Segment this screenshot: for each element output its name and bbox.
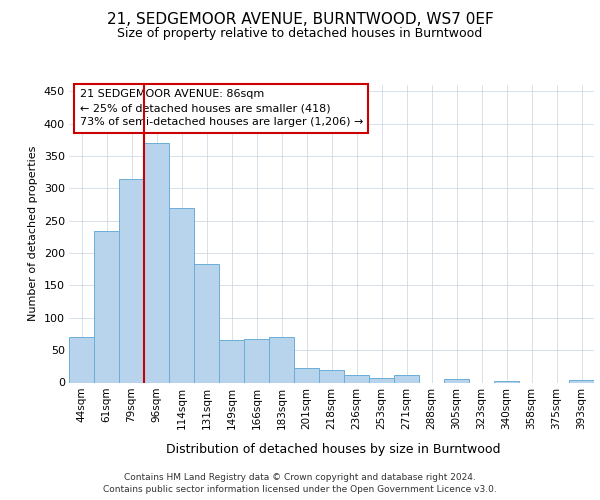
Text: 21, SEDGEMOOR AVENUE, BURNTWOOD, WS7 0EF: 21, SEDGEMOOR AVENUE, BURNTWOOD, WS7 0EF [107, 12, 493, 28]
Bar [394, 374, 419, 382]
Bar [219, 340, 244, 382]
Bar [144, 143, 169, 382]
Bar [69, 337, 94, 382]
Bar [319, 370, 344, 382]
Text: Size of property relative to detached houses in Burntwood: Size of property relative to detached ho… [118, 28, 482, 40]
Bar [94, 230, 119, 382]
Text: Contains HM Land Registry data © Crown copyright and database right 2024.: Contains HM Land Registry data © Crown c… [124, 472, 476, 482]
Bar [294, 368, 319, 382]
Bar [244, 338, 269, 382]
Bar [344, 376, 369, 382]
Bar [369, 378, 394, 382]
Y-axis label: Number of detached properties: Number of detached properties [28, 146, 38, 322]
Bar [494, 380, 519, 382]
Text: 21 SEDGEMOOR AVENUE: 86sqm
← 25% of detached houses are smaller (418)
73% of sem: 21 SEDGEMOOR AVENUE: 86sqm ← 25% of deta… [79, 90, 363, 128]
Bar [194, 264, 219, 382]
Bar [569, 380, 594, 382]
Bar [119, 179, 144, 382]
Text: Contains public sector information licensed under the Open Government Licence v3: Contains public sector information licen… [103, 485, 497, 494]
Bar [269, 337, 294, 382]
Bar [169, 208, 194, 382]
Text: Distribution of detached houses by size in Burntwood: Distribution of detached houses by size … [166, 442, 500, 456]
Bar [444, 380, 469, 382]
